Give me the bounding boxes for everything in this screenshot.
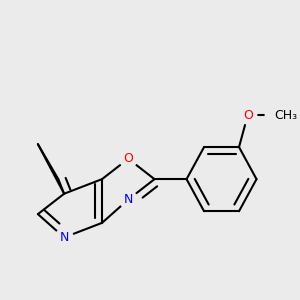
Circle shape xyxy=(119,150,137,167)
Text: O: O xyxy=(243,109,253,122)
Circle shape xyxy=(119,191,137,208)
Text: CH₃: CH₃ xyxy=(274,109,297,122)
Text: N: N xyxy=(59,231,69,244)
Circle shape xyxy=(265,106,283,124)
Text: N: N xyxy=(124,193,133,206)
Circle shape xyxy=(56,229,73,246)
Text: O: O xyxy=(123,152,133,165)
Circle shape xyxy=(239,106,256,124)
